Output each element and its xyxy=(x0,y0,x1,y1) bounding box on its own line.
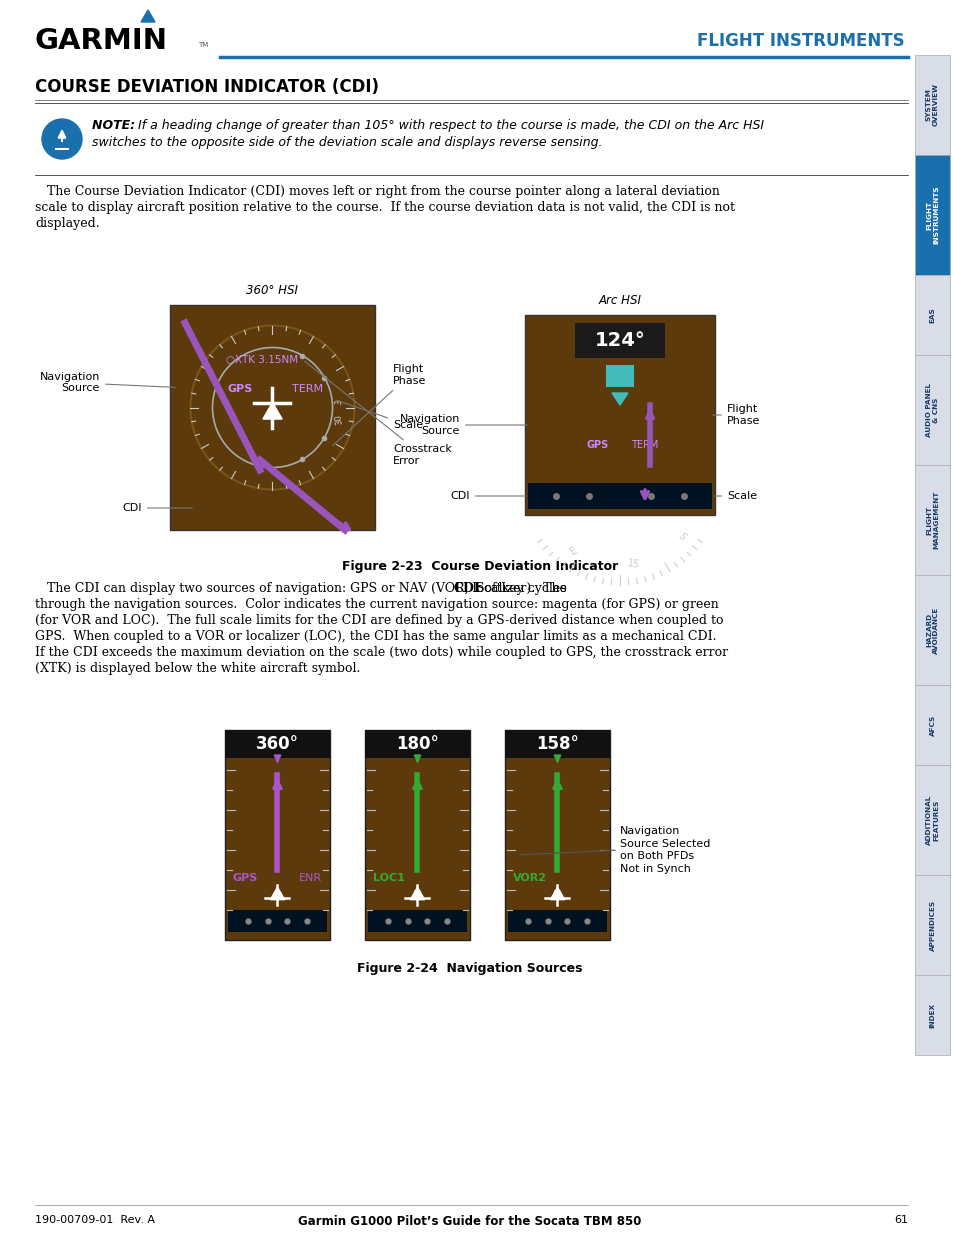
Text: 124°: 124° xyxy=(594,331,644,350)
Text: ○XTK 3.15NM: ○XTK 3.15NM xyxy=(226,354,298,364)
FancyBboxPatch shape xyxy=(914,156,949,275)
Text: 158°: 158° xyxy=(536,735,578,753)
Text: displayed.: displayed. xyxy=(35,217,99,230)
FancyBboxPatch shape xyxy=(914,576,949,685)
Text: TM: TM xyxy=(198,42,208,48)
Text: switches to the opposite side of the deviation scale and displays reverse sensin: switches to the opposite side of the dev… xyxy=(91,136,602,149)
Text: EAS: EAS xyxy=(928,308,935,322)
Text: Navigation
Source Selected
on Both PFDs
Not in Synch: Navigation Source Selected on Both PFDs … xyxy=(619,826,710,873)
FancyBboxPatch shape xyxy=(914,56,949,156)
Text: COURSE DEVIATION INDICATOR (CDI): COURSE DEVIATION INDICATOR (CDI) xyxy=(35,78,378,96)
Text: FLIGHT
MANAGEMENT: FLIGHT MANAGEMENT xyxy=(925,490,938,550)
Text: N: N xyxy=(553,890,561,900)
Text: LOC1: LOC1 xyxy=(373,873,404,883)
Text: FLIGHT
INSTRUMENTS: FLIGHT INSTRUMENTS xyxy=(925,185,938,245)
Text: TERM: TERM xyxy=(292,384,323,394)
FancyBboxPatch shape xyxy=(507,910,606,932)
Text: GPS: GPS xyxy=(228,384,253,394)
Text: ENR: ENR xyxy=(298,873,322,883)
Text: Crosstrack
Error: Crosstrack Error xyxy=(304,361,452,466)
FancyBboxPatch shape xyxy=(524,315,714,515)
Text: APPENDICES: APPENDICES xyxy=(928,899,935,951)
Text: Figure 2-24  Navigation Sources: Figure 2-24 Navigation Sources xyxy=(356,962,582,974)
FancyBboxPatch shape xyxy=(504,730,609,940)
Text: FLIGHT INSTRUMENTS: FLIGHT INSTRUMENTS xyxy=(697,32,904,49)
FancyBboxPatch shape xyxy=(365,730,470,758)
FancyBboxPatch shape xyxy=(914,876,949,974)
FancyBboxPatch shape xyxy=(368,910,467,932)
Text: SYSTEM
OVERVIEW: SYSTEM OVERVIEW xyxy=(925,84,938,126)
Text: scale to display aircraft position relative to the course.  If the course deviat: scale to display aircraft position relat… xyxy=(35,201,734,214)
FancyBboxPatch shape xyxy=(914,974,949,1055)
FancyBboxPatch shape xyxy=(914,685,949,764)
Text: Navigation
Source: Navigation Source xyxy=(40,372,175,393)
Text: Scale: Scale xyxy=(714,492,757,501)
Text: If the CDI exceeds the maximum deviation on the scale (two dots) while coupled t: If the CDI exceeds the maximum deviation… xyxy=(35,646,727,659)
Text: 15: 15 xyxy=(626,558,640,569)
Text: AUDIO PANEL
& CNS: AUDIO PANEL & CNS xyxy=(925,383,938,437)
Text: S: S xyxy=(675,531,686,542)
Text: The Course Deviation Indicator (CDI) moves left or right from the course pointer: The Course Deviation Indicator (CDI) mov… xyxy=(35,185,720,198)
Text: If a heading change of greater than 105° with respect to the course is made, the: If a heading change of greater than 105°… xyxy=(133,119,763,132)
Text: NOTE:: NOTE: xyxy=(91,119,139,132)
Text: CDI: CDI xyxy=(453,582,479,595)
Text: 180°: 180° xyxy=(395,735,438,753)
FancyBboxPatch shape xyxy=(527,483,711,509)
Text: 360°: 360° xyxy=(255,735,298,753)
Text: Navigation
Source: Navigation Source xyxy=(399,414,527,436)
FancyBboxPatch shape xyxy=(605,366,634,387)
FancyBboxPatch shape xyxy=(228,910,327,932)
Text: 61: 61 xyxy=(893,1215,907,1225)
Text: TERM: TERM xyxy=(631,440,658,450)
Text: ADDITIONAL
FEATURES: ADDITIONAL FEATURES xyxy=(925,795,938,845)
Text: Figure 2-23  Course Deviation Indicator: Figure 2-23 Course Deviation Indicator xyxy=(341,559,618,573)
Text: Flight
Phase: Flight Phase xyxy=(333,364,426,446)
Text: HAZARD
AVOIDANCE: HAZARD AVOIDANCE xyxy=(925,606,938,653)
FancyBboxPatch shape xyxy=(914,275,949,354)
Text: 30: 30 xyxy=(333,414,343,425)
Text: 3: 3 xyxy=(335,399,344,405)
FancyBboxPatch shape xyxy=(225,730,330,940)
Text: Softkey cycles: Softkey cycles xyxy=(472,582,566,595)
Text: GPS: GPS xyxy=(586,440,608,450)
Circle shape xyxy=(42,119,82,159)
Text: 360° HSI: 360° HSI xyxy=(246,284,298,296)
Text: Garmin G1000 Pilot’s Guide for the Socata TBM 850: Garmin G1000 Pilot’s Guide for the Socat… xyxy=(298,1215,641,1228)
FancyBboxPatch shape xyxy=(914,764,949,876)
FancyBboxPatch shape xyxy=(170,305,375,530)
Text: Scale: Scale xyxy=(336,400,423,430)
FancyBboxPatch shape xyxy=(504,730,609,758)
Text: (for VOR and LOC).  The full scale limits for the CDI are defined by a GPS-deriv: (for VOR and LOC). The full scale limits… xyxy=(35,614,722,627)
Text: VOR2: VOR2 xyxy=(513,873,546,883)
Text: AFCS: AFCS xyxy=(928,714,935,736)
Text: GPS: GPS xyxy=(233,873,258,883)
Polygon shape xyxy=(141,10,154,22)
Text: through the navigation sources.  Color indicates the current navigation source: : through the navigation sources. Color in… xyxy=(35,598,718,611)
Polygon shape xyxy=(612,393,627,405)
Text: INDEX: INDEX xyxy=(928,1003,935,1028)
FancyBboxPatch shape xyxy=(914,466,949,576)
Text: CDI: CDI xyxy=(122,503,192,513)
Text: (XTK) is displayed below the white aircraft symbol.: (XTK) is displayed below the white aircr… xyxy=(35,662,360,676)
FancyBboxPatch shape xyxy=(914,354,949,466)
FancyBboxPatch shape xyxy=(575,324,664,358)
Text: N: N xyxy=(413,890,421,900)
Text: The CDI can display two sources of navigation: GPS or NAV (VOR, localizer).  The: The CDI can display two sources of navig… xyxy=(35,582,570,595)
Text: 190-00709-01  Rev. A: 190-00709-01 Rev. A xyxy=(35,1215,154,1225)
Text: Flight
Phase: Flight Phase xyxy=(712,404,760,426)
Text: E: E xyxy=(568,545,578,557)
FancyBboxPatch shape xyxy=(225,730,330,758)
Text: GPS.  When coupled to a VOR or localizer (LOC), the CDI has the same angular lim: GPS. When coupled to a VOR or localizer … xyxy=(35,630,716,643)
FancyBboxPatch shape xyxy=(365,730,470,940)
Text: Arc HSI: Arc HSI xyxy=(598,294,640,308)
Text: GARMIN: GARMIN xyxy=(35,27,168,56)
Text: CDI: CDI xyxy=(450,492,525,501)
